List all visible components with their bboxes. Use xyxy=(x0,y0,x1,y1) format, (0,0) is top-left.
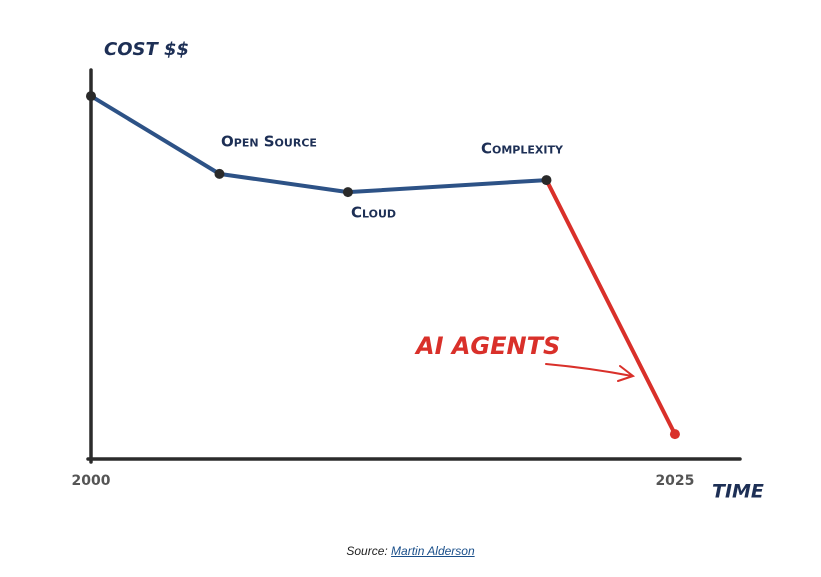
annotation: Complexity xyxy=(481,140,564,158)
chart: COST $$ TIME 2000 2025 Open Source Cloud Com… xyxy=(72,39,764,503)
x-axis-label: TIME xyxy=(712,481,764,503)
point xyxy=(342,187,353,198)
series-line xyxy=(544,178,677,437)
x-tick-label: 2025 xyxy=(655,473,694,489)
x-tick-label: 2000 xyxy=(72,473,111,489)
point xyxy=(214,168,225,179)
point xyxy=(86,91,96,102)
point xyxy=(669,429,680,440)
annotation: AI AGENTS xyxy=(414,332,560,360)
series-line xyxy=(89,94,549,195)
annotation: Open Source xyxy=(221,133,317,151)
annotation-arrow xyxy=(545,363,636,382)
source: Source: Martin Alderson xyxy=(0,544,821,558)
source-prefix: Source: xyxy=(346,544,388,558)
point xyxy=(541,175,552,186)
source-link[interactable]: Martin Alderson xyxy=(391,544,475,558)
annotation: Cloud xyxy=(351,204,396,222)
y-axis-label: COST $$ xyxy=(104,39,189,60)
